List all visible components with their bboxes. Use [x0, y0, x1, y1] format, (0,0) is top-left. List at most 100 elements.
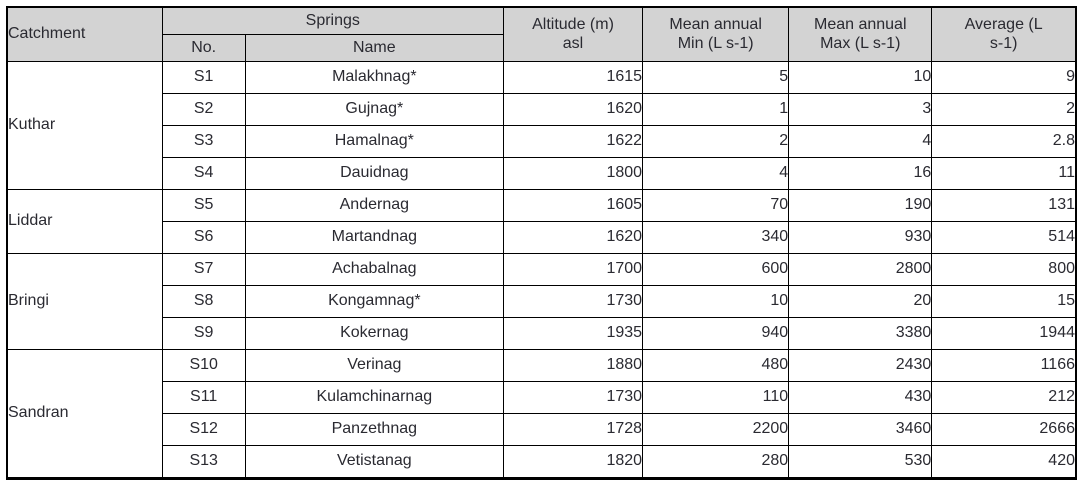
average-cell: 15 — [931, 285, 1077, 318]
spring-no-cell: S3 — [161, 125, 246, 158]
altitude-cell: 1728 — [502, 413, 644, 446]
spring-name-cell: Verinag — [244, 349, 504, 382]
header-mean-annual-max: Mean annual Max (L s-1) — [788, 6, 933, 62]
table-row: Kuthar S1 Malakhnag* 1615 5 10 9 — [6, 61, 1077, 190]
altitude-cell: 1620 — [502, 93, 644, 126]
spring-no-cell: S2 — [161, 93, 246, 126]
min-cell: 280 — [642, 445, 790, 479]
altitude-cell: 1700 — [502, 253, 644, 286]
header-springs: Springs — [161, 6, 504, 35]
header-row-2: No. Name — [7, 34, 1076, 62]
spring-no-cell: S9 — [161, 317, 246, 350]
altitude-cell: 1605 — [502, 189, 644, 222]
table-row: Liddar S5 Andernag 1605 70 190 131 — [6, 189, 1077, 254]
catchment-cell: Bringi — [6, 253, 163, 350]
average-cell: 11 — [931, 157, 1077, 190]
max-cell: 3 — [788, 93, 933, 126]
table-row: S2 Gujnag* 1620 1 3 2 — [7, 93, 1077, 126]
table-row: S3 Hamalnag* 1622 2 4 2.8 — [7, 125, 1077, 158]
header-altitude: Altitude (m) asl — [502, 6, 644, 62]
table-row: S13 Vetistanag 1820 280 530 420 — [7, 445, 1077, 479]
max-cell: 20 — [788, 285, 933, 318]
catchment-cell: Kuthar — [6, 61, 163, 190]
spring-no-cell: S11 — [161, 381, 246, 414]
max-cell: 430 — [788, 381, 933, 414]
min-cell: 5 — [642, 61, 790, 94]
spring-no-cell: S5 — [161, 189, 246, 222]
spring-no-cell: S7 — [161, 253, 246, 286]
max-cell: 10 — [788, 61, 933, 94]
spring-name-cell: Vetistanag — [244, 445, 504, 479]
spring-name-cell: Gujnag* — [244, 93, 504, 126]
spring-name-cell: Panzethnag — [244, 413, 504, 446]
header-no: No. — [161, 34, 246, 62]
max-cell: 930 — [788, 221, 933, 254]
header-row-1: Catchment Springs Altitude (m) asl Mean … — [6, 6, 1077, 62]
spring-name-cell: Dauidnag — [244, 157, 504, 190]
max-cell: 3460 — [788, 413, 933, 446]
spring-name-cell: Kokernag — [244, 317, 504, 350]
max-cell: 2800 — [788, 253, 933, 286]
table-row: S11 Kulamchinarnag 1730 110 430 212 — [7, 381, 1077, 414]
min-cell: 4 — [642, 157, 790, 190]
max-cell: 190 — [788, 189, 933, 222]
altitude-cell: 1880 — [502, 349, 644, 382]
altitude-cell: 1620 — [502, 221, 644, 254]
max-cell: 530 — [788, 445, 933, 479]
header-catchment: Catchment — [6, 6, 163, 62]
spring-no-cell: S13 — [161, 445, 246, 479]
min-cell: 2 — [642, 125, 790, 158]
altitude-cell: 1935 — [502, 317, 644, 350]
average-cell: 1944 — [931, 317, 1077, 350]
table-header: Catchment Springs Altitude (m) asl Mean … — [6, 6, 1077, 62]
spring-no-cell: S4 — [161, 157, 246, 190]
altitude-cell: 1730 — [502, 285, 644, 318]
average-cell: 800 — [931, 253, 1077, 286]
table-row: S8 Kongamnag* 1730 10 20 15 — [7, 285, 1077, 318]
average-cell: 9 — [931, 61, 1077, 94]
spring-no-cell: S8 — [161, 285, 246, 318]
min-cell: 110 — [642, 381, 790, 414]
table-body: Kuthar S1 Malakhnag* 1615 5 10 9 S2 Gujn… — [6, 61, 1077, 479]
spring-no-cell: S1 — [161, 61, 246, 94]
table-row: S6 Martandnag 1620 340 930 514 — [7, 221, 1077, 254]
average-cell: 131 — [931, 189, 1077, 222]
spring-no-cell: S6 — [161, 221, 246, 254]
catchment-cell: Liddar — [6, 189, 163, 254]
header-name: Name — [244, 34, 504, 62]
spring-name-cell: Hamalnag* — [244, 125, 504, 158]
min-cell: 2200 — [642, 413, 790, 446]
average-cell: 212 — [931, 381, 1077, 414]
min-cell: 70 — [642, 189, 790, 222]
spring-name-cell: Kongamnag* — [244, 285, 504, 318]
spring-name-cell: Andernag — [244, 189, 504, 222]
table-row: S4 Dauidnag 1800 4 16 11 — [7, 157, 1077, 190]
average-cell: 2 — [931, 93, 1077, 126]
header-average: Average (L s-1) — [931, 6, 1077, 62]
catchment-cell: Sandran — [6, 349, 163, 479]
spring-no-cell: S10 — [161, 349, 246, 382]
average-cell: 2666 — [931, 413, 1077, 446]
table-row: Bringi S7 Achabalnag 1700 600 2800 800 — [6, 253, 1077, 350]
min-cell: 480 — [642, 349, 790, 382]
altitude-cell: 1730 — [502, 381, 644, 414]
altitude-cell: 1800 — [502, 157, 644, 190]
average-cell: 514 — [931, 221, 1077, 254]
max-cell: 3380 — [788, 317, 933, 350]
min-cell: 1 — [642, 93, 790, 126]
average-cell: 420 — [931, 445, 1077, 479]
header-mean-annual-min: Mean annual Min (L s-1) — [642, 6, 790, 62]
table-row: Sandran S10 Verinag 1880 480 2430 1166 — [6, 349, 1077, 479]
max-cell: 4 — [788, 125, 933, 158]
springs-table: Catchment Springs Altitude (m) asl Mean … — [6, 6, 1077, 480]
min-cell: 600 — [642, 253, 790, 286]
average-cell: 2.8 — [931, 125, 1077, 158]
spring-name-cell: Achabalnag — [244, 253, 504, 286]
spring-name-cell: Kulamchinarnag — [244, 381, 504, 414]
spring-name-cell: Martandnag — [244, 221, 504, 254]
altitude-cell: 1622 — [502, 125, 644, 158]
table-row: S12 Panzethnag 1728 2200 3460 2666 — [7, 413, 1077, 446]
max-cell: 16 — [788, 157, 933, 190]
table-row: S9 Kokernag 1935 940 3380 1944 — [7, 317, 1077, 350]
